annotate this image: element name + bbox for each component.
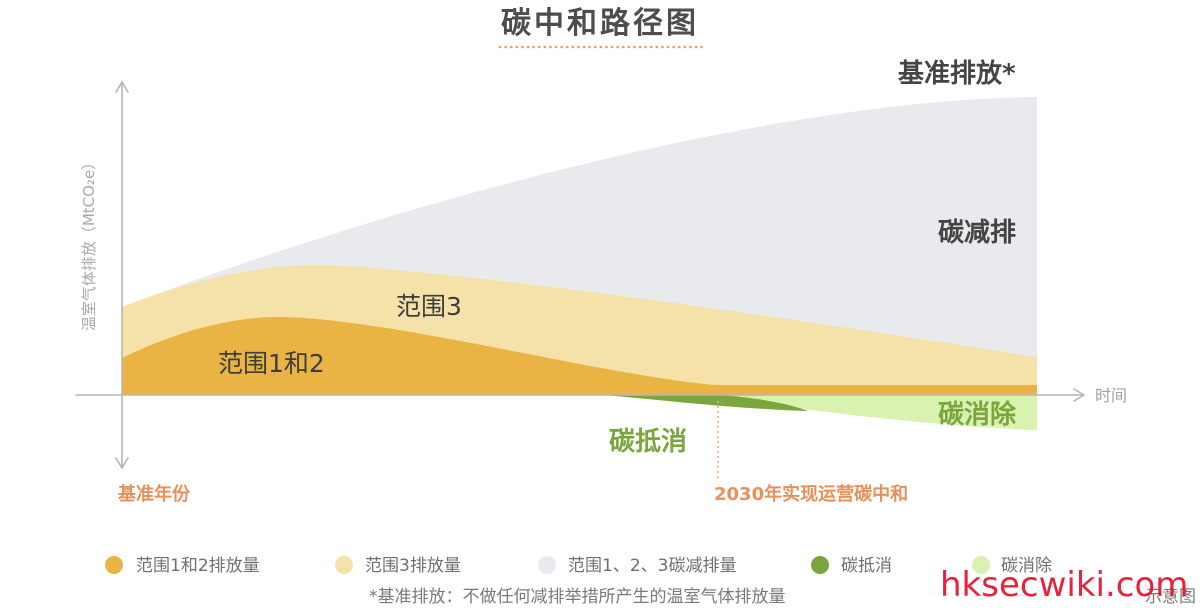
label-baseline-emission: 基准排放* bbox=[898, 58, 1016, 89]
legend-swatch bbox=[538, 556, 556, 574]
legend-swatch bbox=[972, 556, 990, 574]
label-carbon-offset: 碳抵消 bbox=[609, 427, 687, 457]
legend-label: 范围3排放量 bbox=[365, 556, 461, 576]
y-axis-down-arrow-icon bbox=[115, 457, 129, 469]
area-scope12 bbox=[122, 316, 1037, 395]
legend-label: 范围1和2排放量 bbox=[136, 556, 260, 576]
y-axis-label: 温室气体排放（MtCO₂e） bbox=[80, 155, 98, 331]
label-scope12: 范围1和2 bbox=[218, 349, 325, 378]
legend: 范围1和2排放量 范围3排放量 范围1、2、3碳减排量 碳抵消 碳消除 bbox=[105, 556, 1052, 576]
marker-target-year: 2030年实现运营碳中和 bbox=[714, 483, 908, 505]
legend-item-offset: 碳抵消 bbox=[811, 556, 892, 576]
label-carbon-removal: 碳消除 bbox=[938, 399, 1017, 430]
area-carbon-removal bbox=[700, 395, 1037, 430]
schematic-note: 示意图 bbox=[1145, 587, 1196, 607]
label-carbon-reduction: 碳减排 bbox=[938, 218, 1016, 248]
chart-title: 碳中和路径图 bbox=[501, 6, 699, 41]
x-axis-label: 时间 bbox=[1095, 386, 1127, 405]
legend-item-scope3: 范围3排放量 bbox=[335, 556, 461, 576]
watermark: hksecwiki.com bbox=[940, 565, 1188, 605]
legend-swatch bbox=[105, 556, 123, 574]
legend-item-scope12: 范围1和2排放量 bbox=[105, 556, 260, 576]
y-axis-up-arrow-icon bbox=[115, 81, 129, 93]
legend-label: 碳消除 bbox=[1001, 556, 1052, 576]
legend-swatch bbox=[335, 556, 353, 574]
label-scope3: 范围3 bbox=[396, 292, 462, 321]
legend-label: 碳抵消 bbox=[841, 556, 892, 576]
legend-item-reduction: 范围1、2、3碳减排量 bbox=[538, 556, 736, 576]
marker-baseline-year: 基准年份 bbox=[117, 483, 191, 505]
axes bbox=[75, 81, 1085, 469]
x-axis-right-arrow-icon bbox=[1073, 388, 1085, 402]
plot-areas bbox=[122, 97, 1037, 430]
legend-label: 范围1、2、3碳减排量 bbox=[568, 556, 736, 576]
footnote: *基准排放：不做任何减排举措所产生的温室气体排放量 bbox=[369, 587, 786, 607]
legend-item-removal: 碳消除 bbox=[972, 556, 1052, 576]
area-carbon-offset bbox=[605, 395, 808, 411]
legend-swatch bbox=[811, 556, 829, 574]
